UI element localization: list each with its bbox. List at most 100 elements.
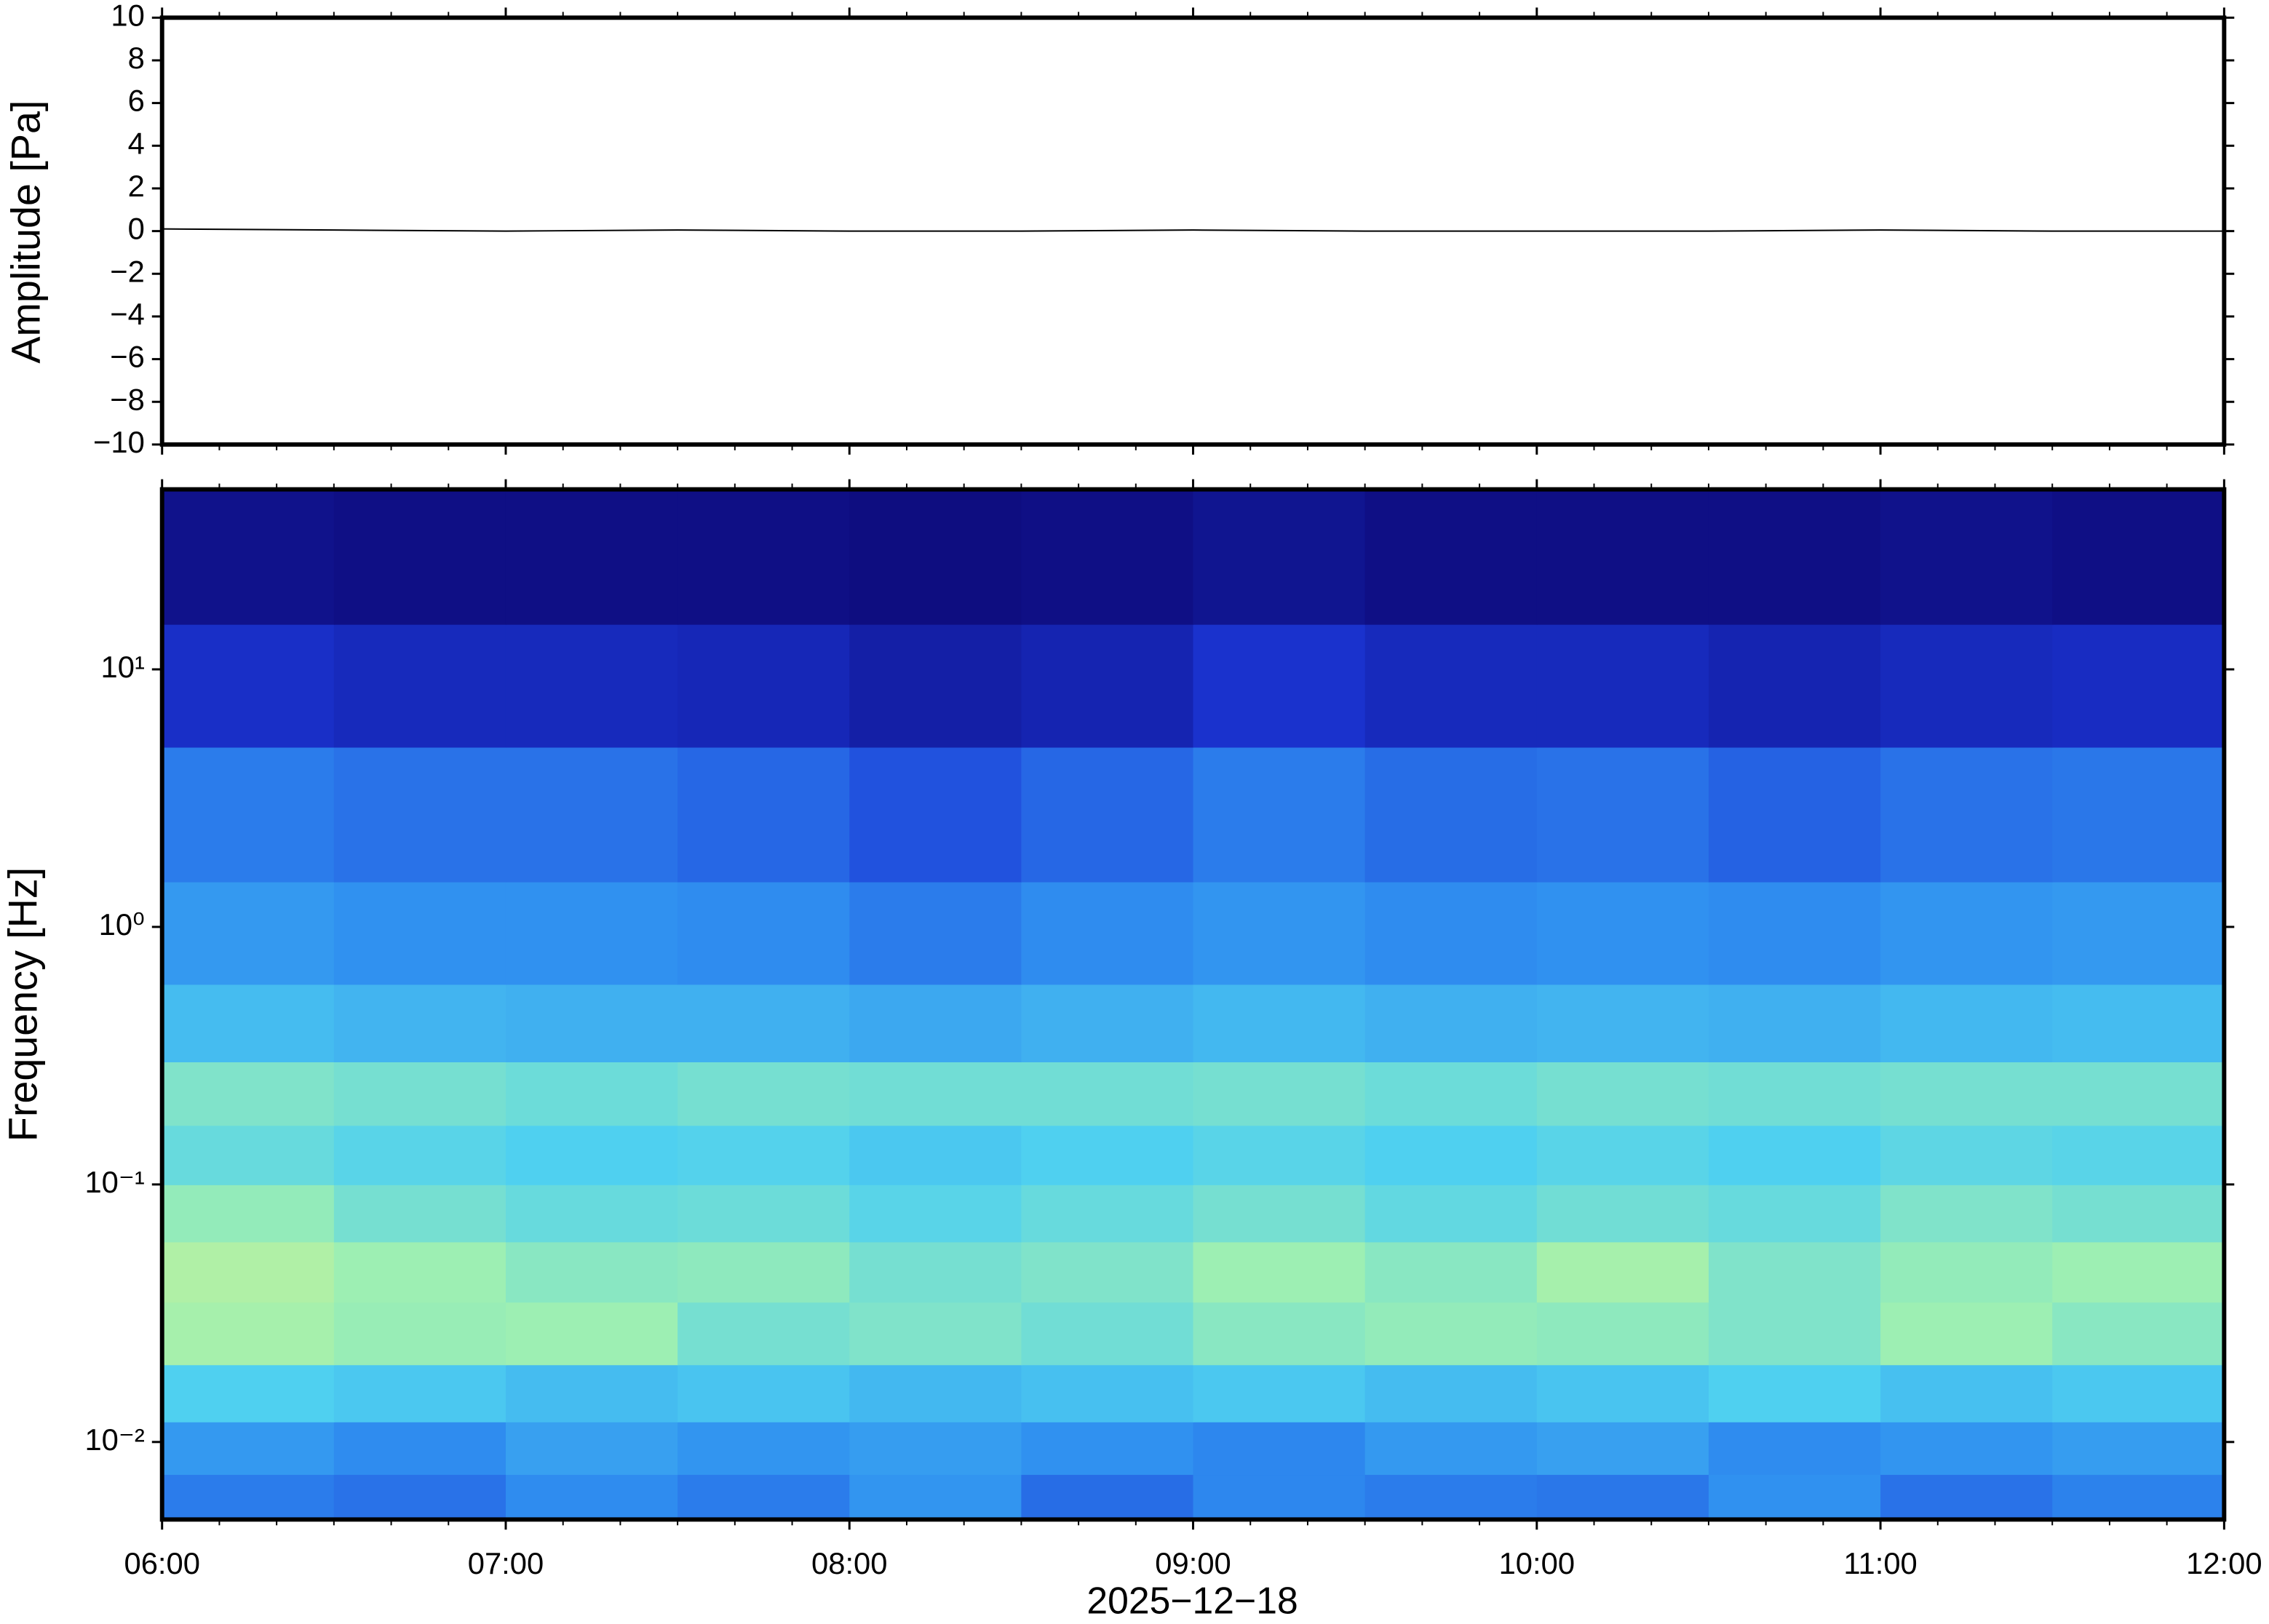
spectrogram-cell — [505, 1184, 679, 1243]
spectrogram-cell — [1193, 747, 1366, 883]
spectrogram-cell — [1364, 984, 1538, 1062]
spectrogram-cell — [1708, 1184, 1882, 1243]
spectrogram-cell — [677, 624, 851, 748]
x-axis-label: 2025−12−18 — [1086, 1579, 1298, 1621]
y-axis-label: Frequency [Hz] — [0, 867, 45, 1142]
x-tick-label: 12:00 — [2186, 1546, 2262, 1580]
spectrogram-cell — [1021, 1061, 1194, 1126]
spectrogram-cell — [1364, 1125, 1538, 1185]
spectrogram-cell — [1880, 881, 2054, 985]
spectrogram-cell — [162, 1421, 335, 1476]
spectrogram-cell — [2052, 1241, 2225, 1303]
spectrogram-cell — [505, 747, 679, 883]
spectrogram-cell — [677, 1474, 851, 1521]
spectrogram-cell — [505, 984, 679, 1062]
spectrogram-cell — [1536, 1125, 1709, 1185]
spectrogram-cell — [162, 1184, 335, 1243]
spectrogram-cell — [677, 1364, 851, 1422]
spectrogram-cell — [162, 881, 335, 985]
spectrogram-cell — [505, 1061, 679, 1126]
y-tick-label: −10 — [93, 425, 145, 459]
spectrogram-cell — [333, 1302, 506, 1366]
spectrogram-cell — [1193, 881, 1366, 985]
spectrogram-cell — [1708, 1474, 1882, 1521]
y-tick-label: −8 — [110, 382, 145, 416]
spectrogram-cell — [1880, 747, 2054, 883]
y-tick-label: −2 — [110, 254, 145, 288]
spectrogram-cell — [2052, 1302, 2225, 1366]
spectrogram-cell — [162, 1364, 335, 1422]
spectrogram-cell — [1021, 881, 1194, 985]
spectrogram-cell — [1708, 1302, 1882, 1366]
spectrogram-cell — [2052, 1364, 2225, 1422]
spectrogram-cell — [162, 1302, 335, 1366]
y-tick-label: 10⁻² — [84, 1422, 144, 1457]
spectrogram-cell — [333, 1125, 506, 1185]
spectrogram-cell — [1021, 984, 1194, 1062]
spectrogram-cell — [677, 489, 851, 625]
spectrogram-cell — [162, 1125, 335, 1185]
spectrogram-cell — [505, 1474, 679, 1521]
x-tick-label: 11:00 — [1843, 1546, 1917, 1580]
spectrogram-cell — [162, 1061, 335, 1126]
spectrogram-cell — [505, 1241, 679, 1303]
spectrogram-cell — [1193, 1241, 1366, 1303]
spectrogram-cell — [677, 747, 851, 883]
spectrogram-cell — [849, 881, 1022, 985]
spectrogram-cell — [2052, 1125, 2225, 1185]
spectrogram-cell — [849, 1061, 1022, 1126]
spectrogram-cell — [1708, 489, 1882, 625]
spectrogram-cell — [1021, 1364, 1194, 1422]
spectrogram-cell — [333, 624, 506, 748]
spectrogram-cell — [2052, 1184, 2225, 1243]
spectrogram-cell — [1536, 984, 1709, 1062]
spectrogram-cell — [2052, 1061, 2225, 1126]
spectrogram-cell — [849, 1241, 1022, 1303]
spectrogram-cell — [1880, 1474, 2054, 1521]
spectrogram-cell — [162, 1474, 335, 1521]
spectrogram-cell — [1193, 624, 1366, 748]
spectrogram-cell — [333, 1184, 506, 1243]
spectrogram-cell — [677, 1302, 851, 1366]
spectrogram-cell — [1880, 1421, 2054, 1476]
y-tick-label: 10 — [111, 0, 144, 32]
spectrogram-cell — [677, 1061, 851, 1126]
spectrogram-cell — [849, 747, 1022, 883]
spectrogram-cell — [1193, 1302, 1366, 1366]
spectrogram-cell — [1364, 1474, 1538, 1521]
spectrogram-cell — [849, 1364, 1022, 1422]
spectrogram-cell — [162, 624, 335, 748]
spectrogram-cell — [1708, 1061, 1882, 1126]
spectrogram-cell — [2052, 747, 2225, 883]
spectrogram-cell — [333, 747, 506, 883]
spectrogram-cell — [505, 881, 679, 985]
spectrogram-cell — [1536, 1061, 1709, 1126]
spectrogram-cell — [505, 1302, 679, 1366]
spectrogram-cell — [2052, 624, 2225, 748]
spectrogram-cell — [849, 624, 1022, 748]
spectrogram-cell — [1364, 1421, 1538, 1476]
spectrogram-cell — [333, 1474, 506, 1521]
spectrogram-cell — [1536, 489, 1709, 625]
spectrogram-cell — [1021, 1474, 1194, 1521]
spectrogram-cell — [2052, 489, 2225, 625]
spectrogram-cell — [1021, 747, 1194, 883]
spectrogram-cell — [505, 624, 679, 748]
spectrogram-cell — [2052, 1421, 2225, 1476]
spectrogram-cell — [677, 1421, 851, 1476]
spectrogram-cell — [849, 489, 1022, 625]
spectrogram-cell — [1536, 747, 1709, 883]
spectrogram-cell — [1364, 881, 1538, 985]
spectrogram-cell — [849, 1421, 1022, 1476]
spectrogram-cell — [1708, 1421, 1882, 1476]
spectrogram-cell — [162, 984, 335, 1062]
y-tick-label: 10⁰ — [99, 907, 145, 942]
x-tick-label: 08:00 — [811, 1546, 887, 1580]
amplitude-trace — [162, 228, 2225, 232]
spectrogram-cell — [2052, 881, 2225, 985]
spectrogram-cell — [505, 1421, 679, 1476]
spectrogram-cell — [1193, 1125, 1366, 1185]
spectrogram-cell — [849, 984, 1022, 1062]
spectrogram-cell — [849, 1125, 1022, 1185]
y-tick-label: 8 — [128, 41, 145, 75]
